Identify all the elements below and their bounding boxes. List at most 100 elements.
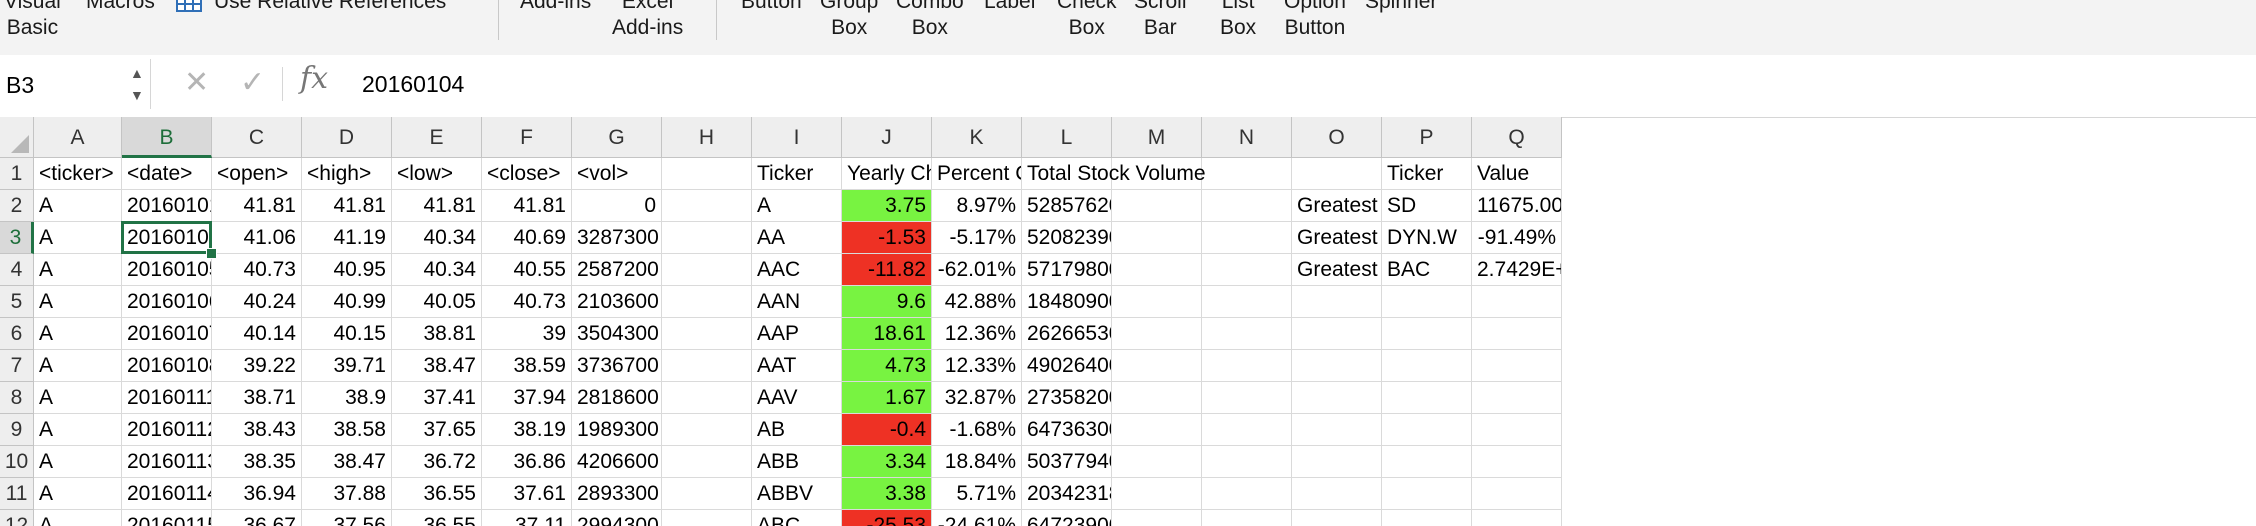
cell-p2[interactable]: SD [1382,190,1472,222]
cell-j2[interactable]: 3.75 [842,190,932,222]
cell-g6[interactable]: 3504300 [572,318,662,350]
cell-i11[interactable]: ABBV [752,478,842,510]
excel-add-ins-button[interactable]: Excel Add-ins [612,0,683,41]
row-header-11[interactable]: 11 [0,478,34,510]
cell-p3[interactable]: DYN.W [1382,222,1472,254]
combo-box-control[interactable]: Combo Box [896,0,964,41]
cell-n10[interactable] [1202,446,1292,478]
cell-j12[interactable]: -25.53 [842,510,932,526]
cell-g1[interactable]: <vol> [572,158,662,190]
cell-q6[interactable] [1472,318,1562,350]
column-header-b[interactable]: B [122,117,212,158]
cell-g4[interactable]: 2587200 [572,254,662,286]
cell-d4[interactable]: 40.95 [302,254,392,286]
cell-p1[interactable]: Ticker [1382,158,1472,190]
cell-n7[interactable] [1202,350,1292,382]
cell-i8[interactable]: AAV [752,382,842,414]
cell-h6[interactable] [662,318,752,350]
cell-e9[interactable]: 37.65 [392,414,482,446]
option-button-control[interactable]: Option Button [1284,0,1346,41]
add-ins-button[interactable]: Add-ins [520,0,591,15]
cell-o11[interactable] [1292,478,1382,510]
column-header-h[interactable]: H [662,117,752,158]
row-header-10[interactable]: 10 [0,446,34,478]
cell-k9[interactable]: -1.68% [932,414,1022,446]
cell-j11[interactable]: 3.38 [842,478,932,510]
column-header-p[interactable]: P [1382,117,1472,158]
cell-k8[interactable]: 32.87% [932,382,1022,414]
cell-h8[interactable] [662,382,752,414]
enter-check-icon[interactable]: ✓ [240,66,266,99]
column-header-a[interactable]: A [34,117,122,158]
cell-a7[interactable]: A [34,350,122,382]
cell-i1[interactable]: Ticker [752,158,842,190]
cell-q8[interactable] [1472,382,1562,414]
cell-f4[interactable]: 40.55 [482,254,572,286]
cell-h9[interactable] [662,414,752,446]
cell-c3[interactable]: 41.06 [212,222,302,254]
cell-h12[interactable] [662,510,752,526]
row-header-8[interactable]: 8 [0,382,34,414]
cell-m1[interactable] [1112,158,1202,190]
select-all-corner[interactable] [0,117,34,158]
cell-p8[interactable] [1382,382,1472,414]
cell-j4[interactable]: -11.82 [842,254,932,286]
cell-c12[interactable]: 36.67 [212,510,302,526]
cell-e10[interactable]: 36.72 [392,446,482,478]
cell-d7[interactable]: 39.71 [302,350,392,382]
cell-q4[interactable]: 2.7429E+10 [1472,254,1562,286]
list-box-control[interactable]: List Box [1220,0,1256,41]
cell-e7[interactable]: 38.47 [392,350,482,382]
cell-e6[interactable]: 38.81 [392,318,482,350]
cell-k4[interactable]: -62.01% [932,254,1022,286]
cell-b11[interactable]: 20160114 [122,478,212,510]
cell-q9[interactable] [1472,414,1562,446]
column-header-n[interactable]: N [1202,117,1292,158]
cell-m5[interactable] [1112,286,1202,318]
cell-l6[interactable]: 262665300 [1022,318,1112,350]
name-box-down-arrow-icon[interactable]: ▼ [130,87,144,103]
cell-o10[interactable] [1292,446,1382,478]
column-header-j[interactable]: J [842,117,932,158]
cell-e8[interactable]: 37.41 [392,382,482,414]
row-header-12[interactable]: 12 [0,510,34,526]
column-header-l[interactable]: L [1022,117,1112,158]
column-header-m[interactable]: M [1112,117,1202,158]
cell-b4[interactable]: 20160105 [122,254,212,286]
cell-f10[interactable]: 36.86 [482,446,572,478]
cell-c6[interactable]: 40.14 [212,318,302,350]
cell-g8[interactable]: 2818600 [572,382,662,414]
insert-function-icon[interactable]: fx [300,61,329,96]
cell-d6[interactable]: 40.15 [302,318,392,350]
cell-l9[interactable]: 64736300 [1022,414,1112,446]
cell-o1[interactable] [1292,158,1382,190]
cell-d11[interactable]: 37.88 [302,478,392,510]
cell-l7[interactable]: 49026400 [1022,350,1112,382]
row-header-2[interactable]: 2 [0,190,34,222]
cell-l4[interactable]: 57179800 [1022,254,1112,286]
cell-q2[interactable]: 11675.00% [1472,190,1562,222]
cell-g9[interactable]: 1989300 [572,414,662,446]
form-button-control[interactable]: Button [741,0,802,15]
cell-g7[interactable]: 3736700 [572,350,662,382]
cell-a4[interactable]: A [34,254,122,286]
use-relative-references-button[interactable]: Use Relative References [176,0,446,15]
cell-c5[interactable]: 40.24 [212,286,302,318]
cell-d1[interactable]: <high> [302,158,392,190]
cell-i9[interactable]: AB [752,414,842,446]
cell-e2[interactable]: 41.81 [392,190,482,222]
row-header-9[interactable]: 9 [0,414,34,446]
cell-h11[interactable] [662,478,752,510]
cell-k3[interactable]: -5.17% [932,222,1022,254]
cell-g5[interactable]: 2103600 [572,286,662,318]
scroll-bar-control[interactable]: Scroll Bar [1134,0,1187,41]
cell-g3[interactable]: 3287300 [572,222,662,254]
cell-a6[interactable]: A [34,318,122,350]
cell-d12[interactable]: 37.56 [302,510,392,526]
cell-l1[interactable]: Total Stock Volume [1022,158,1206,190]
cell-j6[interactable]: 18.61 [842,318,932,350]
cell-b8[interactable]: 20160111 [122,382,212,414]
cell-a10[interactable]: A [34,446,122,478]
cell-f2[interactable]: 41.81 [482,190,572,222]
